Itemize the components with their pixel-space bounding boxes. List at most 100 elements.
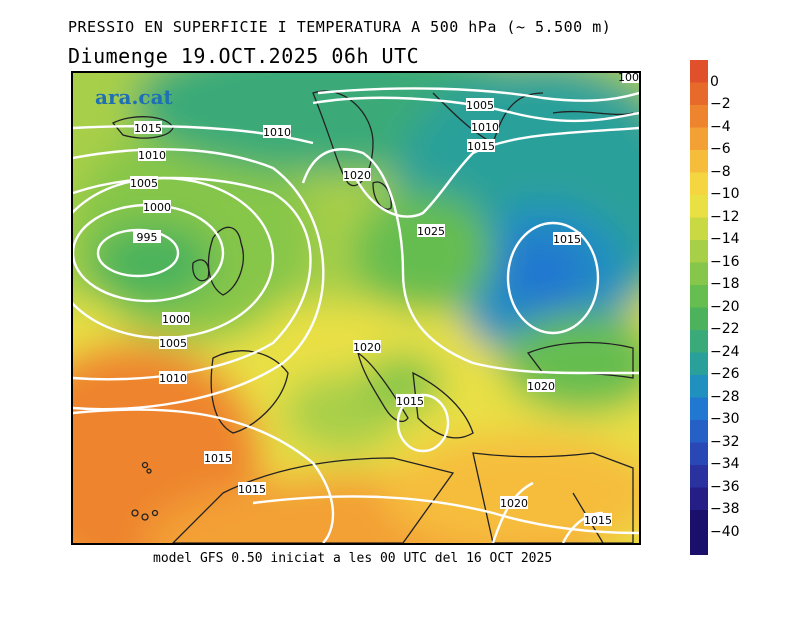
isobars — [73, 87, 639, 543]
colorbar-tick-label: −16 — [710, 253, 740, 270]
colorbar-tick-label: −20 — [710, 298, 740, 315]
isobar-label: 1000 — [143, 200, 171, 214]
colorbar-swatch — [690, 262, 708, 286]
colorbar-swatch — [690, 442, 708, 466]
isobar-label: 1005 — [466, 98, 494, 112]
svg-text:995: 995 — [137, 231, 158, 244]
weather-map: 995 1000 1005 1010 1015 1010 1005 1010 1… — [71, 71, 641, 545]
svg-text:1020: 1020 — [343, 169, 371, 182]
colorbar-swatch — [690, 375, 708, 398]
svg-text:1015: 1015 — [467, 140, 495, 153]
svg-text:1005: 1005 — [159, 337, 187, 350]
colorbar-tick-label: −8 — [710, 163, 731, 180]
isobar-label: 1005 — [159, 336, 187, 350]
colorbar-tick-label: −26 — [710, 366, 740, 382]
colorbar-tick-label: −6 — [710, 141, 731, 157]
map-svg: 995 1000 1005 1010 1015 1010 1005 1010 1… — [73, 73, 639, 543]
colorbar-swatch — [690, 510, 708, 533]
model-info: model GFS 0.50 iniciat a les 00 UTC del … — [153, 551, 553, 566]
colorbar-swatch — [690, 330, 708, 353]
isobar-label: 1015 — [396, 394, 424, 408]
colorbar-swatch — [690, 240, 708, 263]
colorbar-swatch — [690, 352, 708, 376]
svg-text:1015: 1015 — [134, 122, 162, 135]
isobar-label: 1010 — [138, 148, 166, 162]
colorbar-swatch — [690, 420, 708, 443]
colorbar-tick-label: −40 — [710, 523, 740, 540]
colorbar-swatch — [690, 127, 708, 151]
colorbar-swatch — [690, 307, 708, 331]
svg-text:1010: 1010 — [471, 121, 499, 134]
svg-text:1000: 1000 — [162, 313, 190, 326]
colorbar-swatch — [690, 195, 708, 218]
colorbar-swatch — [690, 60, 708, 83]
colorbar-svg — [690, 60, 708, 556]
svg-text:1010: 1010 — [263, 126, 291, 139]
temperature-colorbar — [690, 60, 708, 556]
isobar-label: 1010 — [263, 125, 291, 139]
temperature-field — [73, 73, 639, 543]
isobar-labels: 995 1000 1005 1010 1015 1010 1005 1010 1… — [130, 73, 639, 527]
svg-text:1000: 1000 — [143, 201, 171, 214]
colorbar-swatch — [690, 217, 708, 241]
svg-text:1005: 1005 — [130, 177, 158, 190]
svg-text:1025: 1025 — [417, 225, 445, 238]
colorbar-tick-label: −38 — [710, 501, 740, 517]
colorbar-tick-label: −10 — [710, 186, 740, 202]
svg-text:1020: 1020 — [500, 497, 528, 510]
colorbar-tick-label: −14 — [710, 231, 740, 247]
colorbar-swatch — [690, 465, 708, 488]
isobar-label: 1015 — [134, 121, 162, 135]
isobar-label: 1015 — [204, 451, 232, 465]
colorbar-tick-label: −34 — [710, 456, 740, 472]
colorbar-swatch — [690, 150, 708, 173]
colorbar-swatch — [690, 532, 708, 556]
svg-text:1015: 1015 — [204, 452, 232, 465]
colorbar-tick-label: −4 — [710, 118, 731, 135]
svg-text:1015: 1015 — [396, 395, 424, 408]
isobar-label: 1020 — [343, 168, 371, 182]
colorbar-tick-label: −24 — [710, 343, 740, 360]
isobar-label: 1025 — [417, 224, 445, 238]
isobar-label: 995 — [133, 230, 161, 244]
colorbar-tick-label: −36 — [710, 478, 740, 495]
isobar-label: 1015 — [238, 482, 266, 496]
colorbar-swatch — [690, 105, 708, 128]
colorbar-tick-label: −18 — [710, 276, 740, 292]
colorbar-tick-label: −30 — [710, 411, 740, 427]
colorbar-swatch — [690, 285, 708, 308]
isobar-label: 1005 — [618, 73, 639, 84]
svg-text:1020: 1020 — [353, 341, 381, 354]
isobar-label: 1020 — [500, 496, 528, 510]
chart-date: Diumenge 19.OCT.2025 06h UTC — [68, 44, 420, 68]
colorbar-swatch — [690, 487, 708, 511]
svg-text:1020: 1020 — [527, 380, 555, 393]
colorbar-tick-label: −22 — [710, 321, 740, 337]
colorbar-tick-label: −28 — [710, 388, 740, 405]
colorbar-swatch — [690, 172, 708, 196]
isobar-label: 1020 — [527, 379, 555, 393]
colorbar-tick-label: −12 — [710, 208, 740, 225]
isobar-label: 1015 — [467, 139, 495, 153]
svg-text:1015: 1015 — [553, 233, 581, 246]
svg-text:1005: 1005 — [618, 73, 639, 84]
colorbar-tick-label: 0 — [710, 73, 719, 90]
isobar-label: 1010 — [159, 371, 187, 385]
svg-text:1015: 1015 — [584, 514, 612, 527]
svg-text:1015: 1015 — [238, 483, 266, 496]
isobar-label: 1010 — [471, 120, 499, 134]
isobar-label: 1020 — [353, 340, 381, 354]
isobar-label: 1015 — [584, 513, 612, 527]
svg-text:1005: 1005 — [466, 99, 494, 112]
colorbar-tick-label: −32 — [710, 433, 740, 450]
colorbar-swatch — [690, 397, 708, 421]
canary-islands — [131, 461, 159, 521]
isobar-label: 1000 — [162, 312, 190, 326]
colorbar-tick-label: −2 — [710, 96, 731, 112]
chart-title: PRESSIO EN SUPERFICIE I TEMPERATURA A 50… — [68, 18, 612, 36]
svg-text:1010: 1010 — [159, 372, 187, 385]
svg-text:1010: 1010 — [138, 149, 166, 162]
isobar-label: 1005 — [130, 176, 158, 190]
colorbar-swatch — [690, 82, 708, 106]
ara-cat-logo: ara.cat — [95, 85, 173, 109]
